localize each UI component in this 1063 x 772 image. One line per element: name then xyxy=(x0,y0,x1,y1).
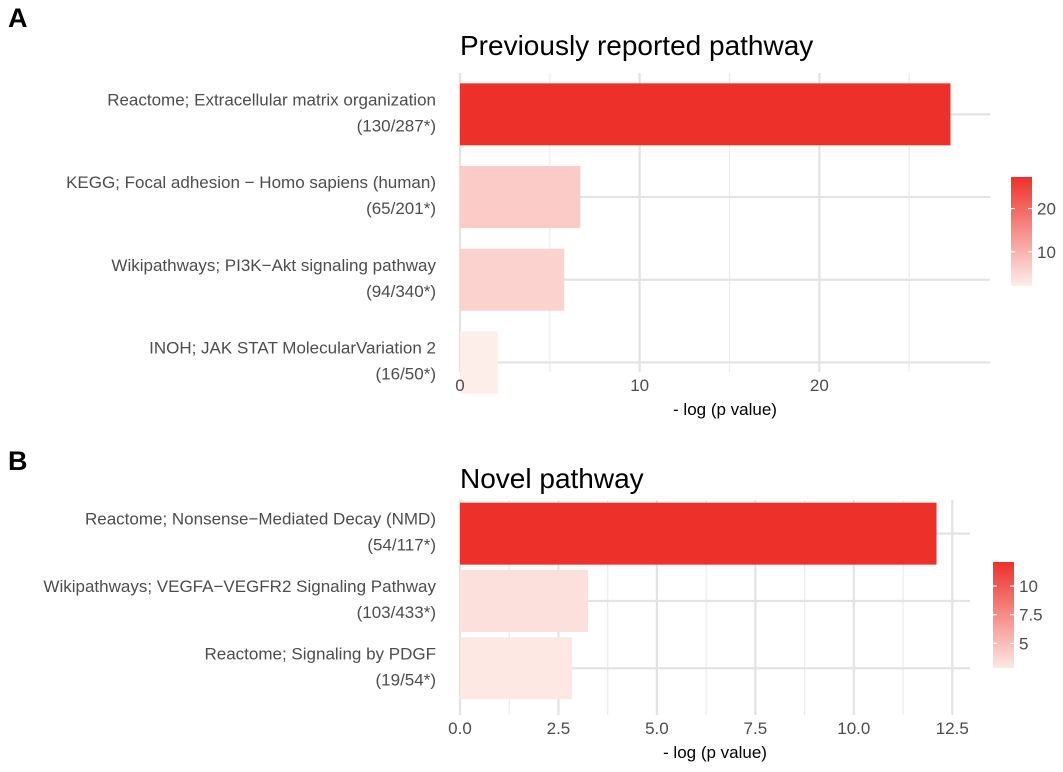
category-label: INOH; JAK STAT MolecularVariation 2 xyxy=(149,338,436,357)
x-tick-label: 7.5 xyxy=(744,719,768,738)
legend-tick-label: 20 xyxy=(1037,200,1056,219)
legend-tick-label: 10 xyxy=(1037,243,1056,262)
color-legend-bar xyxy=(993,562,1014,668)
chart-title: Previously reported pathway xyxy=(460,30,813,61)
bar xyxy=(460,569,588,632)
legend-tick-label: 5 xyxy=(1019,634,1028,653)
category-count-label: (19/54*) xyxy=(376,670,436,689)
category-label: Wikipathways; PI3K−Akt signaling pathway xyxy=(111,256,436,275)
panel-b: Reactome; Nonsense−Mediated Decay (NMD) (… xyxy=(8,446,1043,762)
legend-tick-label: 7.5 xyxy=(1019,606,1043,625)
x-axis-title: - log (p value) xyxy=(663,743,767,762)
chart-title: Novel pathway xyxy=(460,463,644,494)
x-tick-label: 20 xyxy=(810,376,829,395)
category-count-label: (54/117*) xyxy=(367,536,436,555)
color-legend-bar xyxy=(1011,177,1032,286)
category-label: Reactome; Nonsense−Mediated Decay (NMD) xyxy=(85,510,436,529)
color-legend: 10 20 xyxy=(1011,177,1056,286)
category-count-label: (94/340*) xyxy=(366,282,436,301)
panel-label: B xyxy=(8,446,28,476)
category-label: KEGG; Focal adhesion − Homo sapiens (hum… xyxy=(66,173,436,192)
category-count-label: (65/201*) xyxy=(366,199,436,218)
bar xyxy=(460,637,573,700)
color-legend: 5 7.5 10 xyxy=(993,562,1043,668)
x-axis-title: - log (p value) xyxy=(673,400,777,419)
panel-label: A xyxy=(8,3,28,33)
x-tick-label: 10 xyxy=(630,376,649,395)
panel-a: Reactome; Extracellular matrix organizat… xyxy=(8,3,1056,419)
bar xyxy=(460,331,498,394)
x-tick-label: 12.5 xyxy=(936,719,969,738)
category-count-label: (16/50*) xyxy=(376,364,436,383)
bar xyxy=(460,248,565,311)
bar xyxy=(460,166,581,229)
x-tick-label: 0.0 xyxy=(448,719,472,738)
legend-tick-label: 10 xyxy=(1019,577,1038,596)
bar xyxy=(460,502,937,565)
category-label: Wikipathways; VEGFA−VEGFR2 Signaling Pat… xyxy=(43,577,436,596)
category-count-label: (103/433*) xyxy=(357,603,436,622)
category-label: Reactome; Signaling by PDGF xyxy=(205,644,437,663)
category-count-label: (130/287*) xyxy=(357,116,436,135)
x-tick-label: 0 xyxy=(455,376,464,395)
x-tick-label: 10.0 xyxy=(837,719,870,738)
bar xyxy=(460,83,951,146)
x-tick-label: 2.5 xyxy=(547,719,571,738)
category-label: Reactome; Extracellular matrix organizat… xyxy=(107,90,436,109)
x-tick-label: 5.0 xyxy=(645,719,669,738)
